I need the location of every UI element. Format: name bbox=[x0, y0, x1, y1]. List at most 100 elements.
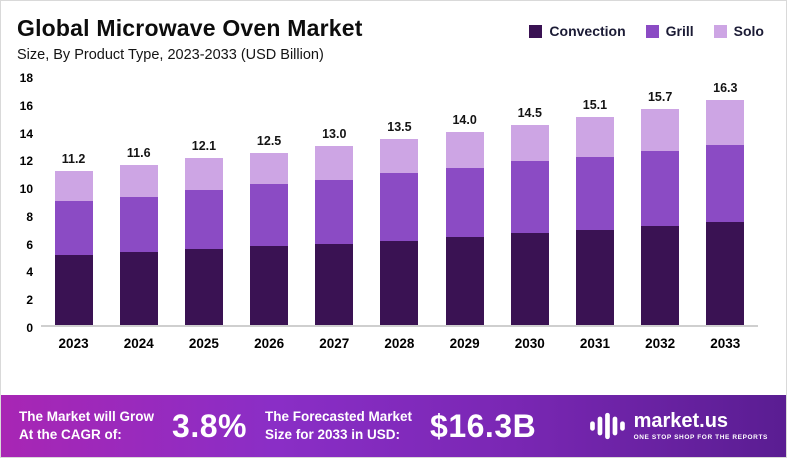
y-tick-label: 6 bbox=[26, 237, 33, 252]
bar-segment-grill bbox=[315, 180, 354, 244]
legend-item-convection: Convection bbox=[529, 23, 626, 39]
chart-area: 18 16 14 12 10 8 6 4 2 0 11.2 11.6 12.1 12.5 13.0 13.5… bbox=[1, 63, 786, 351]
bar-segment-solo bbox=[641, 108, 680, 152]
bar-total-label: 14.0 bbox=[452, 113, 477, 128]
chart-titles: Global Microwave Oven Market Size, By Pr… bbox=[17, 15, 363, 63]
footer-banner: The Market will Grow At the CAGR of: 3.8… bbox=[1, 395, 786, 457]
bar-segment-grill bbox=[510, 161, 549, 233]
cagr-label-line1: The Market will Grow bbox=[19, 409, 155, 425]
bar-segment-solo bbox=[380, 139, 419, 174]
x-tick-label: 2029 bbox=[449, 336, 480, 351]
y-tick-label: 12 bbox=[19, 154, 33, 169]
marketus-logo-icon bbox=[589, 412, 625, 440]
forecast-value: $16.3B bbox=[430, 407, 537, 444]
y-axis: 18 16 14 12 10 8 6 4 2 0 bbox=[15, 72, 41, 334]
bar-group: 15.7 bbox=[631, 90, 689, 325]
bar-segment-solo bbox=[706, 100, 745, 145]
bar-segment-convection bbox=[119, 251, 158, 325]
marketus-logo-textblock: market.us ONE STOP SHOP FOR THE REPORTS bbox=[634, 411, 768, 441]
forecast-label-line2: Size for 2033 in USD: bbox=[264, 427, 401, 442]
marketus-logo-text: market.us bbox=[633, 410, 729, 432]
bar-segment-convection bbox=[445, 236, 484, 325]
bar-segment-grill bbox=[380, 173, 419, 241]
bar-total-label: 15.1 bbox=[582, 97, 608, 112]
stacked-bar bbox=[119, 165, 158, 325]
stacked-bar bbox=[184, 158, 223, 325]
bar-total-label: 13.0 bbox=[322, 126, 347, 141]
y-tick-label: 10 bbox=[19, 182, 33, 197]
bar-segment-grill bbox=[250, 184, 289, 247]
bar-segment-solo bbox=[510, 125, 549, 162]
bar-total-label: 14.5 bbox=[517, 106, 542, 121]
stacked-bar bbox=[575, 116, 614, 325]
bar-group: 11.6 bbox=[110, 146, 168, 325]
legend-label: Solo bbox=[733, 23, 764, 39]
legend-label: Grill bbox=[665, 23, 694, 39]
bar-segment-grill bbox=[54, 201, 93, 255]
cagr-label-line2: At the CAGR of: bbox=[19, 427, 122, 442]
bar-segment-convection bbox=[54, 254, 93, 325]
bar-group: 13.0 bbox=[305, 127, 363, 325]
marketus-logo: market.us ONE STOP SHOP FOR THE REPORTS bbox=[588, 411, 768, 441]
bar-total-label: 13.5 bbox=[387, 120, 412, 135]
y-tick-label: 14 bbox=[19, 126, 33, 141]
legend-swatch bbox=[713, 24, 727, 38]
cagr-value: 3.8% bbox=[172, 407, 247, 444]
bar-group: 16.3 bbox=[696, 81, 754, 325]
bar-total-label: 15.7 bbox=[647, 89, 673, 104]
bar-segment-solo bbox=[315, 145, 354, 181]
bar-group: 12.1 bbox=[175, 139, 233, 325]
x-tick-label: 2024 bbox=[123, 336, 154, 351]
x-axis: 2023 2024 2025 2026 2027 2028 2029 2030 2031 2032… bbox=[41, 327, 758, 351]
bar-group: 14.5 bbox=[501, 106, 559, 325]
x-tick-label: 2032 bbox=[645, 336, 676, 351]
bar-group: 15.1 bbox=[566, 98, 624, 325]
bar-segment-convection bbox=[250, 246, 289, 325]
bar-segment-solo bbox=[184, 158, 223, 190]
chart-subtitle: Size, By Product Type, 2023-2033 (USD Bi… bbox=[17, 47, 324, 63]
y-tick-label: 0 bbox=[26, 320, 33, 335]
plot-column: 11.2 11.6 12.1 12.5 13.0 13.5 14.0 14.5 15.1 15.7… bbox=[41, 79, 758, 351]
bar-segment-grill bbox=[184, 190, 223, 250]
bar-segment-grill bbox=[706, 144, 745, 222]
stacked-bar bbox=[380, 139, 419, 325]
forecast-label: The Forecasted Market Size for 2033 in U… bbox=[265, 408, 412, 443]
bar-segment-convection bbox=[380, 240, 419, 325]
bar-total-label: 12.1 bbox=[191, 139, 217, 154]
bar-segment-solo bbox=[54, 170, 93, 202]
y-tick-label: 16 bbox=[19, 98, 33, 113]
y-tick-label: 18 bbox=[19, 71, 33, 85]
bar-segment-grill bbox=[445, 167, 484, 237]
x-tick-label: 2031 bbox=[579, 336, 610, 351]
bar-segment-solo bbox=[119, 165, 158, 197]
stacked-bar bbox=[54, 170, 93, 325]
bar-total-label: 11.6 bbox=[126, 146, 151, 161]
stacked-bar bbox=[445, 132, 484, 325]
stacked-bar bbox=[706, 100, 745, 325]
forecast-label-line1: The Forecasted Market bbox=[264, 409, 413, 425]
x-tick-label: 2030 bbox=[514, 336, 545, 351]
chart-header: Global Microwave Oven Market Size, By Pr… bbox=[1, 1, 786, 63]
bar-segment-convection bbox=[641, 225, 680, 325]
bar-segment-convection bbox=[706, 221, 745, 325]
bar-segment-grill bbox=[119, 196, 158, 252]
bar-segment-convection bbox=[575, 229, 614, 325]
bar-segment-grill bbox=[641, 151, 680, 226]
cagr-label: The Market will Grow At the CAGR of: bbox=[19, 408, 154, 443]
x-tick-label: 2033 bbox=[710, 336, 741, 351]
legend-swatch bbox=[645, 24, 659, 38]
x-tick-label: 2027 bbox=[319, 336, 350, 351]
x-tick-label: 2026 bbox=[254, 336, 285, 351]
x-tick-label: 2023 bbox=[58, 336, 89, 351]
plot-area: 11.2 11.6 12.1 12.5 13.0 13.5 14.0 14.5 15.1 15.7… bbox=[41, 79, 758, 327]
bar-segment-solo bbox=[250, 152, 289, 185]
legend-item-solo: Solo bbox=[713, 23, 764, 39]
bar-total-label: 12.5 bbox=[256, 133, 282, 148]
bar-group: 13.5 bbox=[370, 120, 428, 325]
y-tick-label: 4 bbox=[26, 265, 33, 280]
legend-label: Convection bbox=[549, 23, 626, 39]
y-tick-label: 8 bbox=[26, 209, 33, 224]
legend-item-grill: Grill bbox=[645, 23, 694, 39]
bar-segment-solo bbox=[575, 116, 614, 157]
